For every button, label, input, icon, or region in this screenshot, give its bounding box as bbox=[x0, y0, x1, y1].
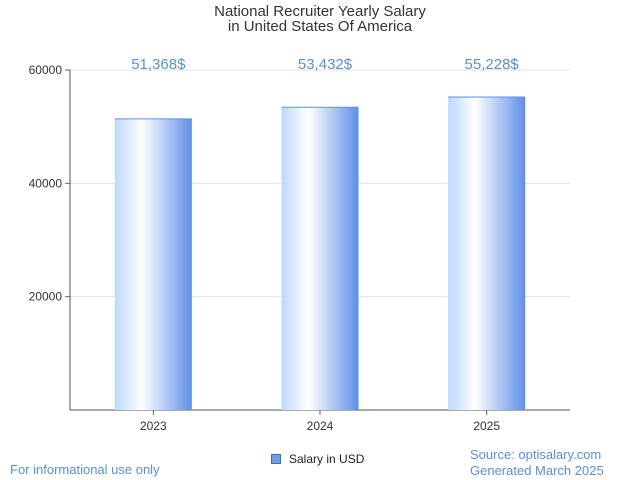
bar bbox=[448, 97, 526, 411]
source-block: Source: optisalary.com Generated March 2… bbox=[470, 447, 604, 479]
data-label: 53,432$ bbox=[298, 56, 353, 73]
source-text: Source: optisalary.com bbox=[470, 447, 602, 462]
chart-title: National Recruiter Yearly Salary bbox=[214, 3, 426, 20]
chart-subtitle: in United States Of America bbox=[227, 18, 413, 35]
legend-swatch bbox=[271, 454, 281, 464]
data-label: 51,368$ bbox=[131, 56, 186, 73]
legend: Salary in USD bbox=[271, 452, 364, 466]
x-tick-label: 2025 bbox=[473, 419, 500, 433]
y-tick-label: 40000 bbox=[29, 176, 63, 190]
bar bbox=[281, 107, 359, 411]
y-tick-label: 20000 bbox=[29, 290, 63, 304]
x-tick-label: 2023 bbox=[140, 419, 167, 433]
x-tick-label: 2024 bbox=[307, 419, 334, 433]
bar bbox=[114, 118, 192, 410]
data-label: 55,228$ bbox=[465, 56, 520, 73]
generated-text: Generated March 2025 bbox=[470, 463, 604, 478]
legend-label: Salary in USD bbox=[289, 452, 365, 466]
y-tick-label: 60000 bbox=[29, 63, 63, 77]
disclaimer-text: For informational use only bbox=[10, 462, 160, 477]
